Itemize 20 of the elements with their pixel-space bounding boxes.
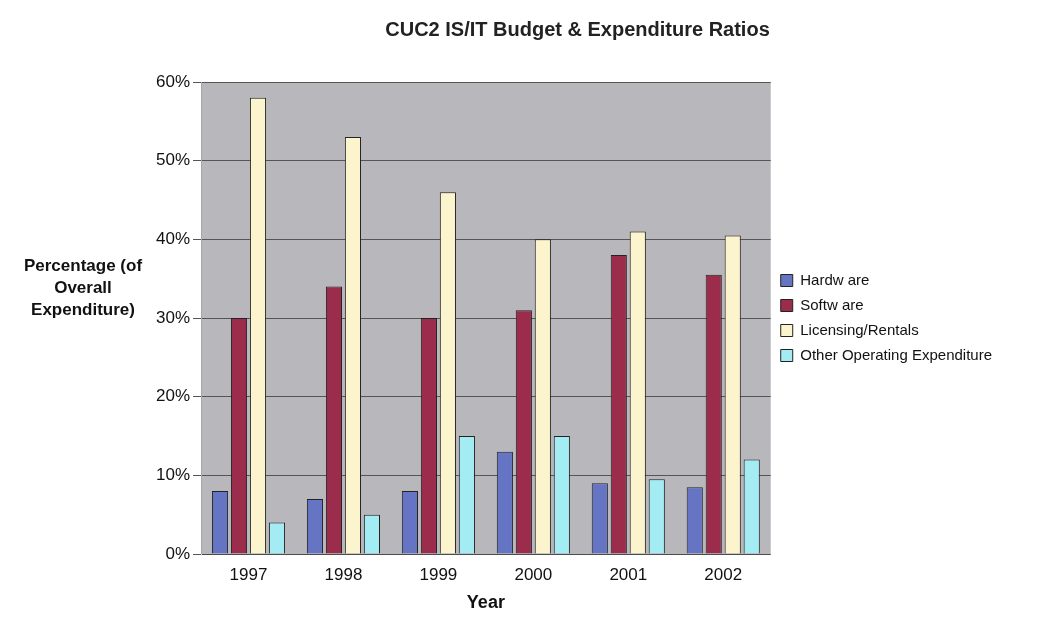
legend-label: Other Operating Expenditure [800, 345, 992, 363]
y-tick-label: 10% [155, 465, 191, 485]
chart-title: CUC2 IS/IT Budget & Expenditure Ratios [385, 17, 770, 40]
x-tick-label: 1998 [324, 564, 363, 584]
legend-label: Hardw are [800, 270, 870, 288]
y-tick-label: 50% [155, 150, 191, 170]
y-tick-label: 0% [165, 543, 191, 563]
x-tick-label: 2000 [514, 564, 553, 584]
y-tick-label: 20% [155, 386, 191, 406]
y-tick-label: 30% [155, 307, 191, 327]
x-tick-label: 2001 [609, 564, 648, 584]
y-tick-label: 40% [155, 229, 191, 249]
y-tick-label: 60% [155, 71, 191, 91]
x-tick-label: 2002 [704, 564, 743, 584]
x-axis-title: Year [466, 592, 505, 613]
y-axis-title: Percentage (of Overall Expenditure) [23, 255, 143, 319]
legend-label: Softw are [800, 295, 864, 313]
legend-label: Licensing/Rentals [800, 320, 919, 338]
x-tick-label: 1999 [419, 564, 458, 584]
x-tick-label: 1997 [229, 564, 268, 584]
